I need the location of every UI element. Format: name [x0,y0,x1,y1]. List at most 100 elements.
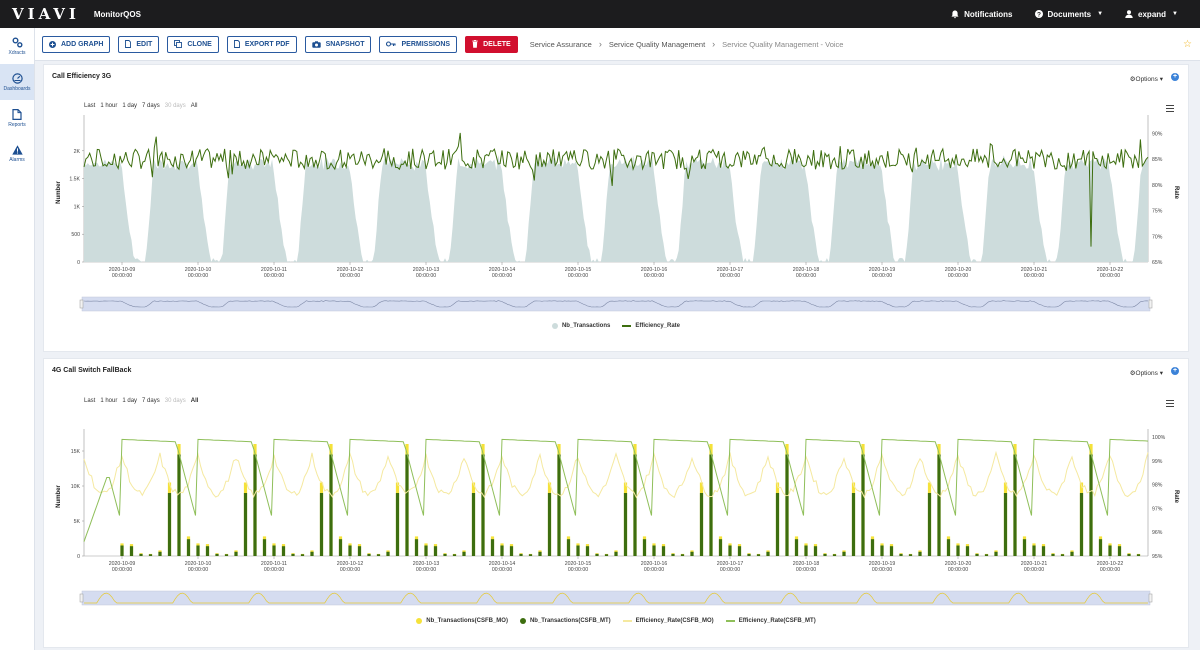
options-dropdown[interactable]: ⚙Options ▾ [1130,75,1163,83]
x-tick-label: 2020-10-17 [717,561,744,567]
sidebar-item-xdracts[interactable]: Xdracts [0,28,34,64]
legend-item-nb-transactions[interactable]: Nb_Transactions [551,323,610,329]
favorite-star-icon[interactable]: ☆ [1183,38,1192,50]
range-all[interactable]: All [190,398,199,404]
range-1-hour[interactable]: 1 hour [100,398,118,404]
viavi-logo[interactable]: VIAVI [12,5,80,23]
sidebar-item-label: Reports [8,121,26,128]
x-tick-label: 2020-10-13 [413,561,440,567]
bar-csfb-mt [509,546,514,556]
chart-menu-icon[interactable] [1166,400,1174,409]
breadcrumb-item[interactable]: Service Quality Management [608,39,706,49]
x-tick-label: 00:00:00 [872,273,892,279]
bar-csfb-mt [139,553,143,556]
bar-csfb-mt [177,454,181,556]
user-menu[interactable]: expand ▼ [1125,10,1178,19]
bar-csfb-mt [519,553,523,556]
bar-csfb-mt [861,454,865,556]
notifications-button[interactable]: Notifications [951,10,1013,19]
nb-transactions-area [84,155,1148,262]
add-series-icon[interactable]: + [1171,367,1179,375]
breadcrumb-item[interactable]: Service Assurance [529,39,592,49]
bar-csfb-mt [937,454,941,556]
x-tick-label: 2020-10-15 [565,561,592,567]
legend-item-eff-mo[interactable]: Efficiency_Rate(CSFB_MO) [622,618,714,624]
chevron-right-icon: › [712,39,716,49]
range-1-hour[interactable]: 1 hour [100,103,118,109]
page-scrollbar[interactable] [1190,61,1200,650]
bar-csfb-mt [709,454,713,556]
bar-csfb-mt [405,454,409,556]
bar-csfb-mt [528,554,533,556]
copy-icon [174,40,183,48]
y-axis-label: Number [56,485,62,508]
export-pdf-button[interactable]: EXPORT PDF [226,35,297,53]
edit-button[interactable]: EDIT [118,35,160,53]
snapshot-button[interactable]: SNAPSHOT [304,35,372,53]
x-tick-label: 00:00:00 [568,273,588,279]
legend-label: Efficiency_Rate [635,323,681,329]
bar-csfb-mt [167,493,172,556]
top-bar: VIAVI MonitorQOS Notifications ? Documen… [0,0,1200,28]
x-tick-label: 00:00:00 [796,273,816,279]
x-tick-label: 00:00:00 [340,567,360,573]
bar-csfb-mt [1108,545,1112,556]
delete-button[interactable]: DELETE [465,35,518,53]
bar-csfb-mt [462,551,466,556]
x-tick-label: 2020-10-19 [869,561,896,567]
bar-csfb-mt [224,554,229,556]
options-dropdown[interactable]: ⚙Options ▾ [1130,369,1163,377]
documents-menu[interactable]: ? Documents ▼ [1034,10,1103,19]
sidebar-item-alarms[interactable]: Alarms [0,136,34,172]
legend-item-eff-mt[interactable]: Efficiency_Rate(CSFB_MT) [725,618,816,624]
navigator-handle-left [79,299,84,309]
panel-title: 4G Call Switch FallBack [52,367,132,374]
x-tick-label: 00:00:00 [264,567,284,573]
x-tick-label: 2020-10-10 [185,267,212,273]
x-tick-label: 2020-10-20 [945,561,972,567]
sidebar-item-reports[interactable]: Reports [0,100,34,136]
permissions-button[interactable]: PERMISSIONS [379,35,458,53]
caret-down-icon: ▾ [1159,76,1163,83]
caret-down-icon: ▾ [1159,370,1163,377]
gear-icon: ⚙ [1129,76,1136,83]
chart-menu-icon[interactable] [1166,105,1174,114]
x-tick-label: 2020-10-11 [261,267,287,273]
gears-icon [12,37,23,48]
range-1-day[interactable]: 1 day [122,103,138,109]
bar-csfb-mt [538,551,542,556]
range-30-days: 30 days [164,398,186,404]
add-series-icon[interactable]: + [1171,73,1179,81]
bar-csfb-mt [804,545,808,556]
legend-item-csfb-mo[interactable]: Nb_Transactions(CSFB_MO) [416,618,508,624]
bar-csfb-mt [1098,539,1103,556]
bar-csfb-mt [329,454,333,556]
bar-csfb-mt [870,539,875,556]
sidebar-item-dashboards[interactable]: Dashboards [0,64,34,100]
y2-tick-label: 70% [1152,234,1163,240]
bar-csfb-mt [158,551,162,556]
legend-item-efficiency-rate[interactable]: Efficiency_Rate [622,323,680,329]
legend-item-csfb-mt[interactable]: Nb_Transactions(CSFB_MT) [519,618,611,624]
range-1-day[interactable]: 1 day [122,398,138,404]
dashboard-icon [11,72,23,84]
bar-csfb-mt [851,493,856,556]
x-tick-label: 2020-10-15 [565,267,592,273]
bar-csfb-mt [965,546,970,556]
clone-button[interactable]: CLONE [167,35,219,53]
x-tick-label: 2020-10-12 [337,561,364,567]
range-all[interactable]: All [190,103,198,109]
range-7-days[interactable]: 7 days [142,398,160,404]
bar-csfb-mt [481,454,485,556]
bar-csfb-mt [823,553,827,556]
range-7-days[interactable]: 7 days [142,103,160,109]
x-tick-label: 00:00:00 [1100,273,1120,279]
x-tick-label: 2020-10-16 [641,267,668,273]
y2-tick-label: 97% [1152,506,1163,512]
bar-csfb-mt [946,539,951,556]
add-graph-button[interactable]: ADD GRAPH [42,35,111,53]
x-tick-label: 2020-10-21 [1021,561,1048,567]
bar-csfb-mt [718,539,723,556]
bar-csfb-mt [452,554,457,556]
x-tick-label: 00:00:00 [416,273,436,279]
